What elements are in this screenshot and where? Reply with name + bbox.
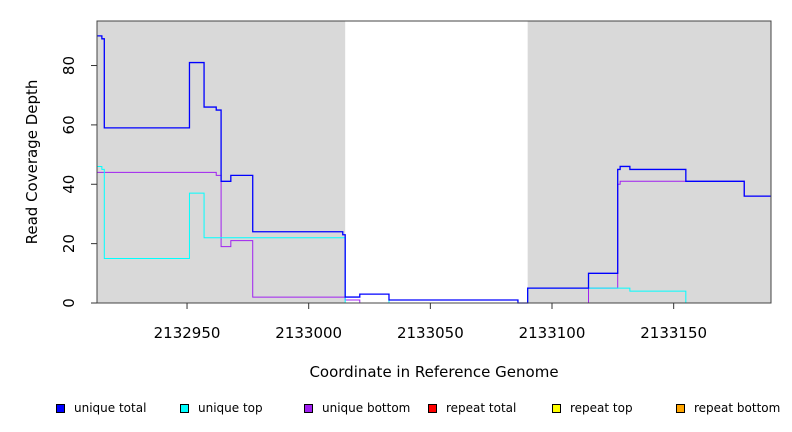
x-tick-label: 2133100 [519,324,586,342]
x-tick-label: 2133000 [275,324,342,342]
legend-swatch [428,403,437,413]
legend-swatch [180,403,189,413]
y-tick-label: 0 [60,298,78,308]
x-tick-label: 2132950 [154,324,221,342]
y-axis-label: Read Coverage Depth [23,80,41,245]
legend-swatch [304,403,313,413]
y-tick-label: 80 [60,56,78,75]
x-tick-label: 2133050 [397,324,464,342]
legend-swatch [676,403,685,413]
x-axis: 2132950 2133000 2133050 2133100 2133150 [154,303,707,342]
y-axis: 0 20 40 60 80 [60,56,97,308]
series-line-unique-bottom [97,171,771,304]
legend-item: unique top [180,401,263,415]
legend-label: repeat total [446,401,517,415]
x-tick-label: 2133150 [640,324,707,342]
y-tick-label: 20 [60,234,78,253]
legend-item: unique total [56,401,146,415]
y-tick-label: 40 [60,175,78,194]
legend-label: unique total [74,401,147,415]
legend-label: repeat bottom [694,401,781,415]
legend-swatch [552,403,561,413]
series-line-unique-total [97,35,771,304]
legend-label: unique bottom [322,401,411,415]
legend-item: unique bottom [304,401,410,415]
shaded-regions [97,21,771,303]
shaded-region-2 [527,21,771,303]
y-tick-label: 60 [60,115,78,134]
legend-item: repeat top [552,401,633,415]
legend-label: repeat top [570,401,633,415]
legend: unique total unique top unique bottom repea… [0,401,792,417]
legend-item: repeat total [428,401,516,415]
plot-frame [96,20,772,304]
legend-item: repeat bottom [676,401,780,415]
legend-swatch [56,403,65,413]
x-axis-label: Coordinate in Reference Genome [309,363,558,381]
legend-label: unique top [198,401,263,415]
